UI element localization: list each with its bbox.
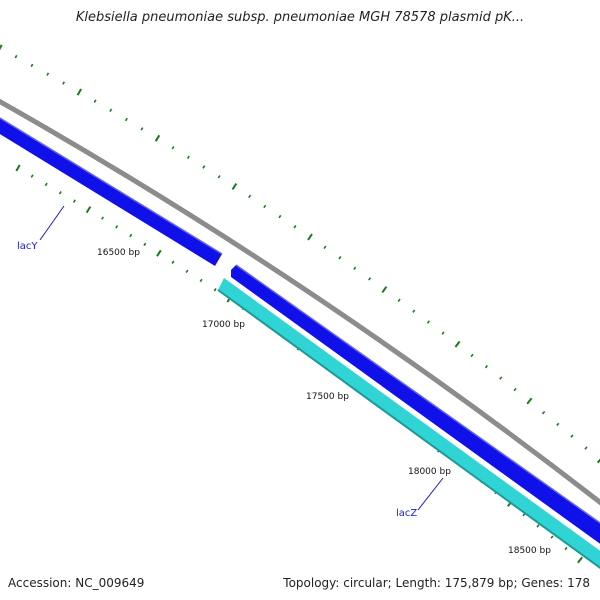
outer-tick <box>570 434 574 438</box>
backbone-track <box>0 98 600 506</box>
outer-tick <box>62 81 66 85</box>
inner-tick <box>536 524 540 528</box>
outer-tick <box>14 54 18 59</box>
accession-text: Accession: NC_009649 <box>8 576 145 590</box>
outer-tick <box>231 183 238 191</box>
inner-tick <box>564 546 568 551</box>
outer-tick <box>30 63 34 68</box>
outer-tick <box>124 117 128 122</box>
outer-tick <box>338 256 342 260</box>
outer-tick <box>470 353 474 358</box>
outer-tick <box>109 108 113 112</box>
inner-tick <box>213 288 217 292</box>
outer-tick-track <box>0 44 600 464</box>
tick-label-18000: 18000 bp <box>408 467 451 477</box>
tick-label-18500: 18500 bp <box>508 546 551 556</box>
inner-tick <box>143 242 147 247</box>
inner-tick <box>115 225 119 229</box>
outer-tick <box>412 309 416 313</box>
outer-tick <box>513 387 517 392</box>
outer-tick <box>368 277 372 281</box>
gene-label-lacZ: lacZ <box>396 508 417 519</box>
inner-tick <box>85 206 92 214</box>
outer-tick <box>0 44 3 51</box>
inner-tick <box>72 199 76 203</box>
inner-tick <box>15 164 21 172</box>
gene-lacZ[interactable] <box>217 278 600 575</box>
inner-tick <box>58 190 62 195</box>
outer-tick <box>381 286 388 293</box>
outer-tick <box>556 422 560 427</box>
outer-tick <box>76 88 82 96</box>
outer-tick <box>154 134 161 142</box>
outer-tick <box>93 99 97 103</box>
tick-label-17500: 17500 bp <box>306 392 349 402</box>
outer-tick <box>353 266 357 270</box>
inner-tick <box>129 233 133 238</box>
outer-tick <box>307 233 313 241</box>
inner-tick <box>550 535 554 539</box>
outer-tick <box>278 214 282 219</box>
outer-tick <box>248 194 252 199</box>
outer-tick <box>499 376 503 380</box>
outer-tick <box>263 204 267 209</box>
outer-tick <box>46 72 50 76</box>
inner-tick <box>156 249 162 257</box>
outer-tick <box>454 340 461 348</box>
outer-tick <box>186 155 190 160</box>
tick-label-17000: 17000 bp <box>202 320 245 330</box>
gene-label-lacY: lacY <box>17 241 38 252</box>
map-summary-text: Topology: circular; Length: 175,879 bp; … <box>283 576 590 590</box>
inner-tick <box>577 556 583 564</box>
outer-tick <box>484 365 488 369</box>
outer-tick <box>323 245 327 250</box>
outer-tick <box>171 146 175 150</box>
inner-tick <box>101 216 104 220</box>
inner-tick <box>44 182 48 187</box>
outer-tick <box>293 225 297 229</box>
inner-tick <box>185 269 189 274</box>
lacY-label-leader <box>39 205 65 241</box>
inner-tick-track <box>15 164 583 564</box>
outer-tick <box>526 397 533 405</box>
gene-lacZ-blue[interactable] <box>231 264 600 551</box>
inner-tick <box>199 278 203 283</box>
outer-tick <box>426 320 430 324</box>
outer-tick <box>397 298 401 302</box>
inner-tick <box>171 260 175 264</box>
tick-label-16500: 16500 bp <box>97 248 140 258</box>
outer-tick <box>140 127 144 131</box>
outer-tick <box>596 458 600 464</box>
outer-tick <box>584 446 588 450</box>
gene-lacY[interactable] <box>0 112 223 266</box>
inner-tick <box>30 174 34 178</box>
outer-tick <box>202 165 206 169</box>
outer-tick <box>441 331 445 335</box>
map-title: Klebsiella pneumoniae subsp. pneumoniae … <box>75 10 525 25</box>
outer-tick <box>541 410 546 415</box>
outer-tick <box>217 175 221 179</box>
lacZ-label-leader <box>417 477 444 511</box>
